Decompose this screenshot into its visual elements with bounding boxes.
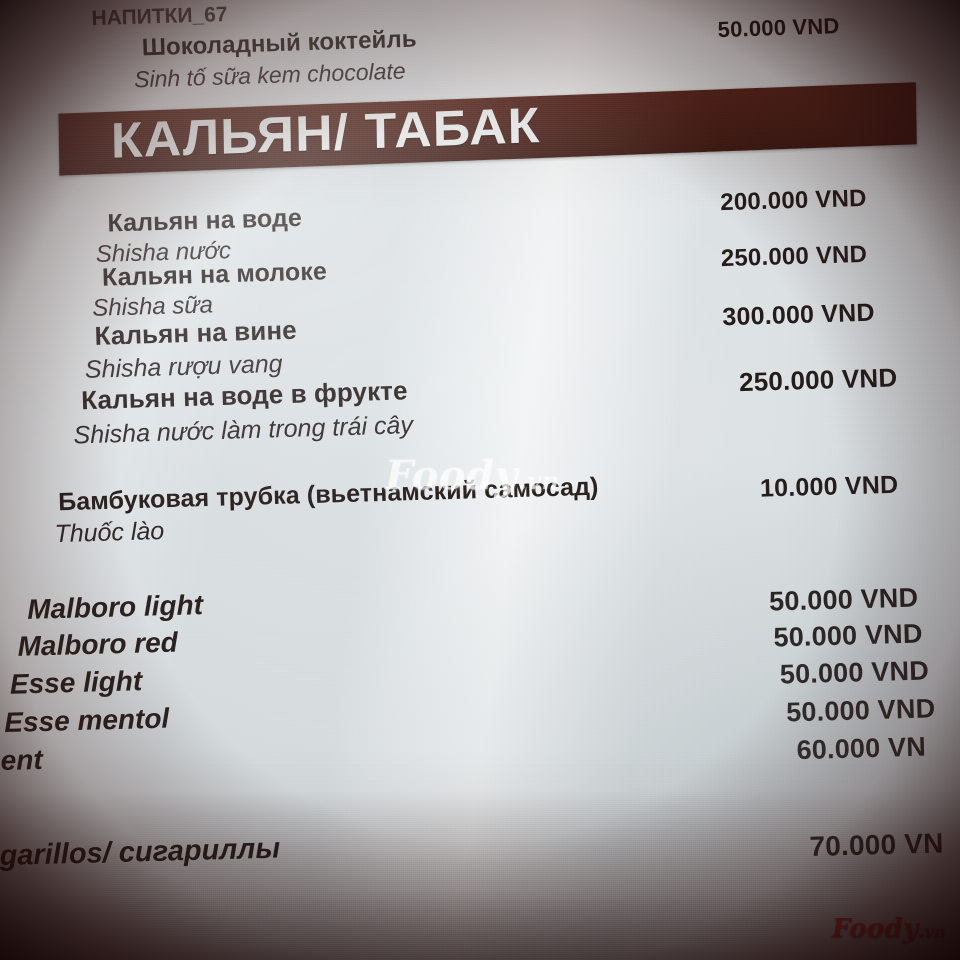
cigarette-1-name: Malboro red	[17, 626, 179, 662]
pipe-name-ru: Бамбуковая трубка (вьетнамский самосад)	[57, 472, 599, 517]
cigarette-1-price: 50.000 VND	[773, 618, 923, 653]
section-banner: КАЛЬЯН/ ТАБАК	[58, 82, 917, 176]
cigarette-2-name: Esse light	[9, 665, 143, 700]
cigarette-0-name: Malboro light	[26, 589, 204, 625]
shisha-2-name-ru: Кальян на вине	[94, 314, 298, 351]
foody-logo: Foody.vn	[832, 914, 946, 944]
pipe-name-vi: Thuốc lào	[54, 517, 165, 549]
shisha-3-name-vi: Shisha nước làm trong trái cây	[73, 411, 414, 450]
shisha-3-price: 250.000 VND	[738, 362, 898, 398]
cigarillos-price: 70.000 VN	[809, 827, 945, 863]
foody-logo-main: Foody	[832, 914, 919, 944]
leftover-item-name-ru: Шоколадный коктейль	[141, 25, 418, 62]
section-banner-title: КАЛЬЯН/ ТАБАК	[110, 96, 541, 169]
shisha-1-name-ru: Кальян на молоке	[101, 257, 328, 292]
cigarette-3-price: 50.000 VND	[785, 693, 936, 728]
shisha-0-name-ru: Кальян на воде	[107, 203, 303, 238]
cigarette-2-price: 50.000 VND	[779, 655, 930, 690]
foody-logo-suffix: .vn	[918, 922, 946, 941]
shisha-0-price: 200.000 VND	[719, 184, 867, 217]
cut-off-section-heading: НАПИТКИ_67	[91, 3, 228, 31]
cigarette-0-price: 50.000 VND	[768, 582, 919, 617]
pipe-price: 10.000 VND	[759, 470, 899, 503]
cigarette-3-name: Esse mentol	[3, 702, 170, 739]
cigarette-4-name: ent	[0, 743, 44, 776]
leftover-item-name-vi: Sinh tố sữa kem chocolate	[133, 57, 406, 93]
leftover-item-price: 50.000 VND	[717, 13, 840, 43]
cigarillos-name: garillos/ сигариллы	[0, 832, 281, 873]
cigarette-4-price: 60.000 VN	[796, 731, 927, 766]
shisha-2-price: 300.000 VND	[722, 298, 876, 332]
shisha-1-price: 250.000 VND	[720, 240, 868, 273]
